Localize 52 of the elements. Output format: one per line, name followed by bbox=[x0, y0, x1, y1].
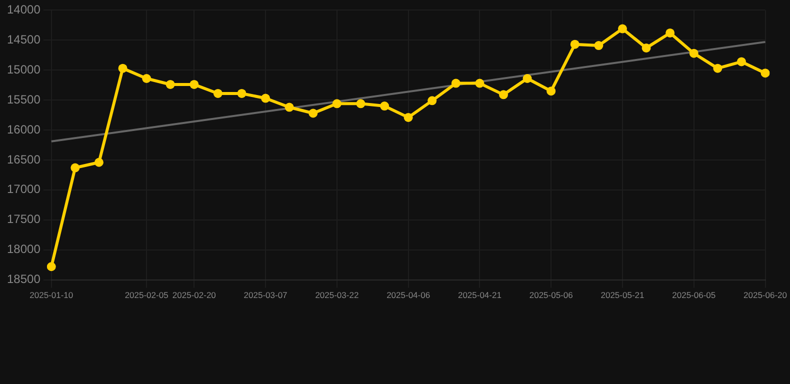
x-tick-label: 2025-02-05 bbox=[124, 290, 169, 300]
y-tick-label: 17500 bbox=[6, 212, 41, 226]
y-tick-label: 14500 bbox=[6, 32, 41, 46]
point bbox=[166, 80, 175, 89]
point bbox=[760, 68, 770, 78]
point bbox=[308, 108, 318, 118]
point bbox=[594, 41, 604, 50]
point bbox=[689, 48, 698, 58]
point bbox=[522, 74, 532, 83]
point bbox=[284, 102, 294, 112]
point bbox=[118, 64, 128, 73]
point bbox=[428, 96, 437, 106]
point bbox=[713, 64, 722, 73]
x-tick-label: 2025-02-20 bbox=[172, 290, 216, 300]
point bbox=[237, 88, 246, 98]
point bbox=[618, 24, 627, 34]
x-tick-label: 2025-05-06 bbox=[529, 290, 574, 300]
y-tick-label: 16000 bbox=[6, 122, 41, 136]
x-tick-label: 2025-01-10 bbox=[30, 290, 74, 300]
point bbox=[332, 99, 342, 108]
point bbox=[642, 43, 651, 52]
x-tick-label: 2025-06-05 bbox=[672, 290, 716, 300]
y-tick-label: 17000 bbox=[6, 182, 41, 196]
point bbox=[380, 102, 390, 111]
y-tick-label: 14000 bbox=[6, 2, 41, 17]
y-tick-label: 15000 bbox=[6, 62, 41, 76]
point bbox=[190, 80, 199, 89]
point bbox=[70, 163, 80, 172]
point bbox=[666, 28, 675, 38]
x-tick-label: 2025-04-06 bbox=[386, 290, 430, 300]
point bbox=[499, 90, 508, 100]
x-tick-label: 2025-03-22 bbox=[315, 290, 359, 300]
point bbox=[451, 78, 460, 88]
point bbox=[213, 88, 222, 98]
x-tick-label: 2025-04-21 bbox=[458, 290, 502, 300]
point bbox=[570, 40, 580, 49]
y-tick-label: 15500 bbox=[6, 92, 41, 106]
y-tick-label: 16500 bbox=[6, 152, 41, 166]
point bbox=[404, 112, 413, 122]
point bbox=[356, 99, 366, 108]
x-tick-label: 2025-06-20 bbox=[744, 290, 788, 300]
x-tick-label: 2025-03-07 bbox=[244, 290, 288, 300]
point bbox=[736, 57, 746, 66]
point bbox=[475, 78, 484, 88]
y-tick-label: 18500 bbox=[6, 272, 41, 286]
point bbox=[94, 158, 104, 167]
point bbox=[546, 86, 556, 96]
point bbox=[261, 94, 270, 103]
x-tick-label: 2025-05-21 bbox=[600, 290, 644, 300]
point bbox=[46, 262, 56, 272]
y-tick-label: 18000 bbox=[6, 242, 41, 256]
point bbox=[142, 74, 152, 83]
